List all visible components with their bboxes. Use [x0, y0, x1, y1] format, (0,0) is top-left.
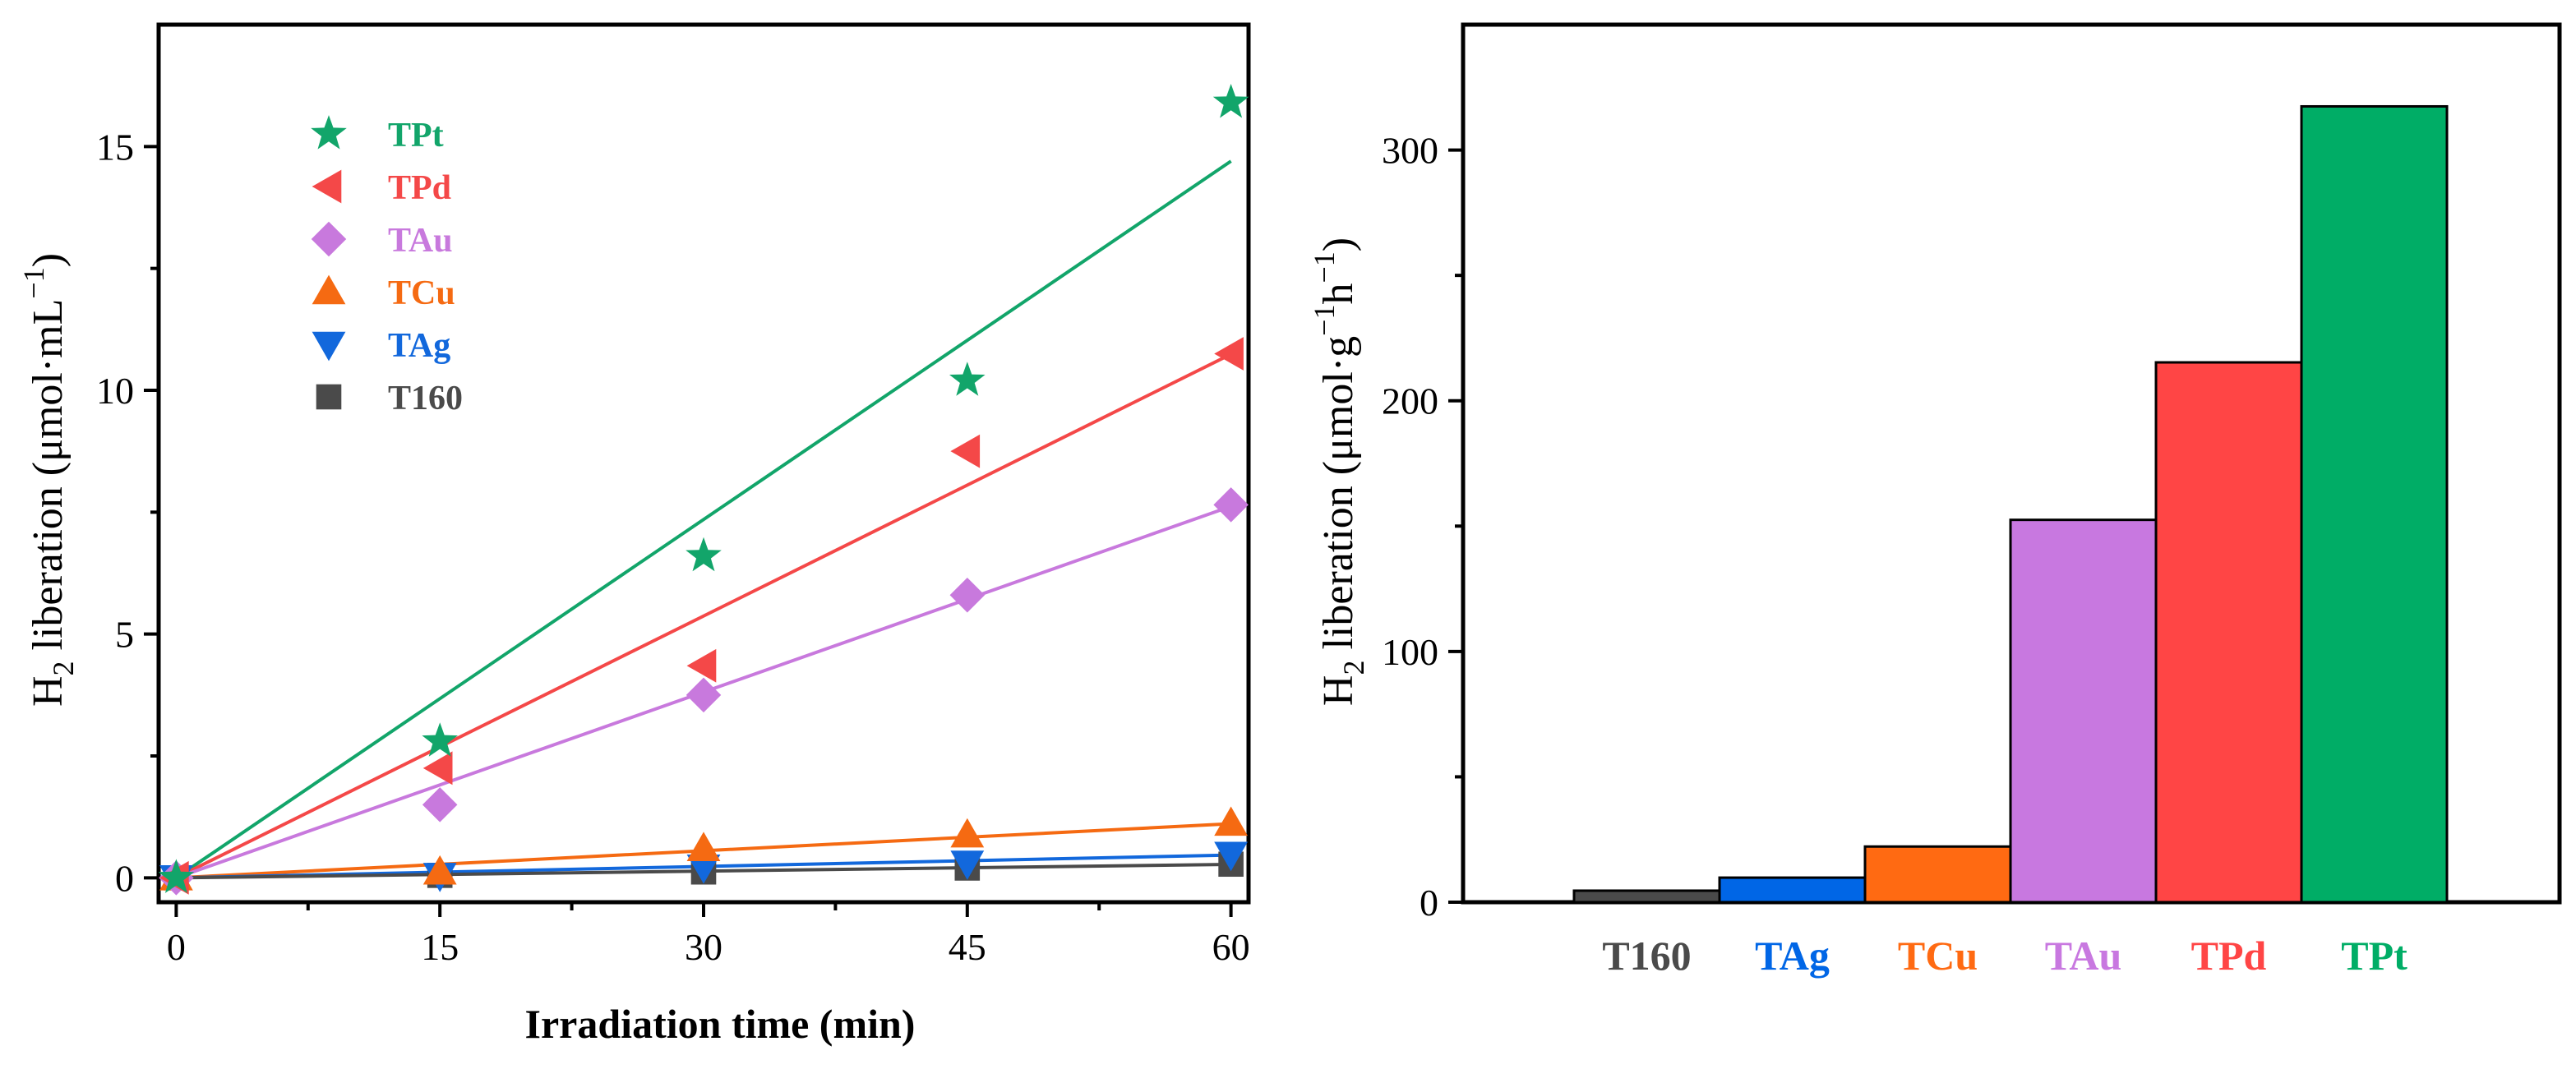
fit-line-tpd [175, 352, 1232, 880]
y-tick-label: 300 [1382, 130, 1438, 172]
category-label-tpd: TPd [2191, 933, 2267, 979]
bar-tau [2009, 518, 2158, 904]
y-tick-label: 0 [1420, 882, 1438, 924]
point-tag [1214, 841, 1249, 872]
right-bar-chart: 0 100 200 300 H2 liberation (μmol·g−1h−1) T16… [1308, 22, 2562, 979]
plot-frame [156, 22, 1251, 905]
point-tau [686, 677, 722, 713]
category-label-tag: TAg [1755, 933, 1830, 979]
x-tick-label: 30 [685, 926, 722, 968]
point-tag [686, 854, 721, 884]
legend-marker-t160 [316, 384, 342, 410]
x-axis-label: Irradiation time (min) [525, 1001, 916, 1047]
point-tpd [950, 434, 981, 468]
point-tpd [1214, 337, 1244, 371]
legend-marker-tag [312, 331, 346, 362]
point-tau [422, 787, 458, 822]
point-tcu [1214, 806, 1249, 836]
bar-tpt [2300, 104, 2449, 904]
y-axis-label: H2 liberation (μmol·mL−1) [17, 253, 80, 707]
bar-tag [1718, 876, 1867, 904]
point-tpt [949, 362, 986, 396]
point-tcu [422, 855, 457, 885]
legend-label-tpd: TPd [388, 169, 451, 207]
category-label-tau: TAu [2045, 933, 2122, 979]
legend-marker-tcu [312, 274, 346, 305]
point-tpt [158, 859, 195, 893]
y-tick-label: 200 [1382, 380, 1438, 422]
point-tag [950, 850, 985, 880]
bar-tpd [2154, 361, 2303, 904]
x-tick-label: 15 [421, 926, 459, 968]
x-tick-label: 0 [167, 926, 186, 968]
y-tick-label: 5 [115, 614, 134, 656]
legend-label-t160: T160 [388, 380, 463, 417]
bar-t160 [1572, 889, 1721, 904]
point-tau [1213, 487, 1249, 523]
point-tpd [422, 751, 453, 786]
fit-line-tpt [175, 159, 1232, 879]
point-tpt [1212, 84, 1249, 118]
legend-marker-tau [311, 221, 347, 257]
point-tpd [686, 648, 717, 683]
category-label-tpt: TPt [2341, 933, 2407, 979]
y-tick-label: 15 [96, 126, 134, 168]
y-axis-label: H2 liberation (μmol·g−1h−1) [1308, 237, 1370, 706]
point-tcu [950, 818, 985, 848]
point-tpt [686, 537, 722, 572]
left-scatter-chart: 0 15 30 45 60 0 5 10 15 Irradiation time (min) H2 … [17, 22, 1251, 1047]
point-tau [949, 577, 986, 613]
y-tick-label: 0 [115, 857, 134, 899]
category-label-tcu: TCu [1898, 933, 1978, 979]
y-tick-label: 100 [1382, 631, 1438, 673]
legend-label-tcu: TCu [388, 274, 455, 312]
legend-label-tag: TAg [388, 327, 450, 365]
category-label-t160: T160 [1602, 933, 1691, 979]
y-tick-label: 10 [96, 370, 134, 412]
legend-marker-tpd [312, 169, 342, 204]
legend-label-tau: TAu [388, 222, 453, 260]
point-tpt [422, 722, 458, 757]
bar-tcu [1863, 845, 2012, 904]
x-tick-label: 60 [1212, 926, 1250, 968]
point-tcu [686, 832, 721, 862]
legend-label-tpt: TPt [388, 117, 444, 154]
legend-marker-tpt [311, 115, 347, 150]
x-tick-label: 45 [949, 926, 986, 968]
